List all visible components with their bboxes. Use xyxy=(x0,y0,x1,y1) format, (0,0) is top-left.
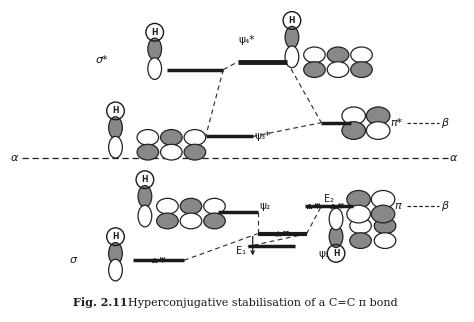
Ellipse shape xyxy=(180,213,202,229)
Ellipse shape xyxy=(137,144,159,160)
Ellipse shape xyxy=(180,198,202,214)
Ellipse shape xyxy=(109,242,122,264)
Text: ψ₁: ψ₁ xyxy=(319,249,329,259)
Text: H: H xyxy=(152,28,158,37)
Text: Fig. 2.11: Fig. 2.11 xyxy=(73,297,128,308)
Text: π*: π* xyxy=(390,118,402,128)
Text: ψ₂: ψ₂ xyxy=(260,201,271,211)
Ellipse shape xyxy=(109,117,122,138)
Ellipse shape xyxy=(366,122,390,139)
Ellipse shape xyxy=(148,38,162,60)
Ellipse shape xyxy=(374,233,396,249)
Text: H: H xyxy=(112,232,119,241)
Text: ψ₄*: ψ₄* xyxy=(238,35,255,45)
Ellipse shape xyxy=(342,107,365,125)
Text: H: H xyxy=(112,106,119,115)
Text: π: π xyxy=(395,201,401,211)
Ellipse shape xyxy=(138,205,152,227)
Text: E₂: E₂ xyxy=(324,194,334,204)
Ellipse shape xyxy=(327,62,349,78)
Ellipse shape xyxy=(184,129,206,145)
Ellipse shape xyxy=(329,208,343,230)
Text: σ*: σ* xyxy=(96,55,109,65)
Ellipse shape xyxy=(157,213,178,229)
Ellipse shape xyxy=(342,122,365,139)
Text: H: H xyxy=(142,175,148,184)
Ellipse shape xyxy=(109,259,122,281)
Ellipse shape xyxy=(161,144,182,160)
Ellipse shape xyxy=(285,46,299,68)
Ellipse shape xyxy=(351,47,372,63)
Ellipse shape xyxy=(138,185,152,207)
Ellipse shape xyxy=(204,198,225,214)
Text: β: β xyxy=(441,201,448,211)
Ellipse shape xyxy=(327,47,349,63)
Text: σ: σ xyxy=(69,255,76,265)
Ellipse shape xyxy=(366,107,390,125)
Ellipse shape xyxy=(137,129,159,145)
Ellipse shape xyxy=(148,58,162,80)
Ellipse shape xyxy=(371,191,395,208)
Ellipse shape xyxy=(304,62,325,78)
Ellipse shape xyxy=(184,144,206,160)
Text: E₁: E₁ xyxy=(236,246,246,256)
Ellipse shape xyxy=(371,205,395,223)
Text: H: H xyxy=(333,249,339,258)
Ellipse shape xyxy=(304,47,325,63)
Text: β: β xyxy=(441,118,448,128)
Ellipse shape xyxy=(109,137,122,158)
Ellipse shape xyxy=(161,129,182,145)
Ellipse shape xyxy=(347,205,370,223)
Ellipse shape xyxy=(157,198,178,214)
Text: H: H xyxy=(289,16,295,25)
Ellipse shape xyxy=(347,191,370,208)
Text: α: α xyxy=(10,153,18,163)
Ellipse shape xyxy=(374,218,396,234)
Ellipse shape xyxy=(350,233,371,249)
Ellipse shape xyxy=(204,213,225,229)
Text: α: α xyxy=(450,153,457,163)
Text: Hyperconjugative stabilisation of a C=C π bond: Hyperconjugative stabilisation of a C=C … xyxy=(114,298,397,308)
Ellipse shape xyxy=(285,26,299,48)
Ellipse shape xyxy=(350,218,371,234)
Ellipse shape xyxy=(329,226,343,248)
Text: ψ₃*: ψ₃* xyxy=(255,131,271,141)
Ellipse shape xyxy=(351,62,372,78)
